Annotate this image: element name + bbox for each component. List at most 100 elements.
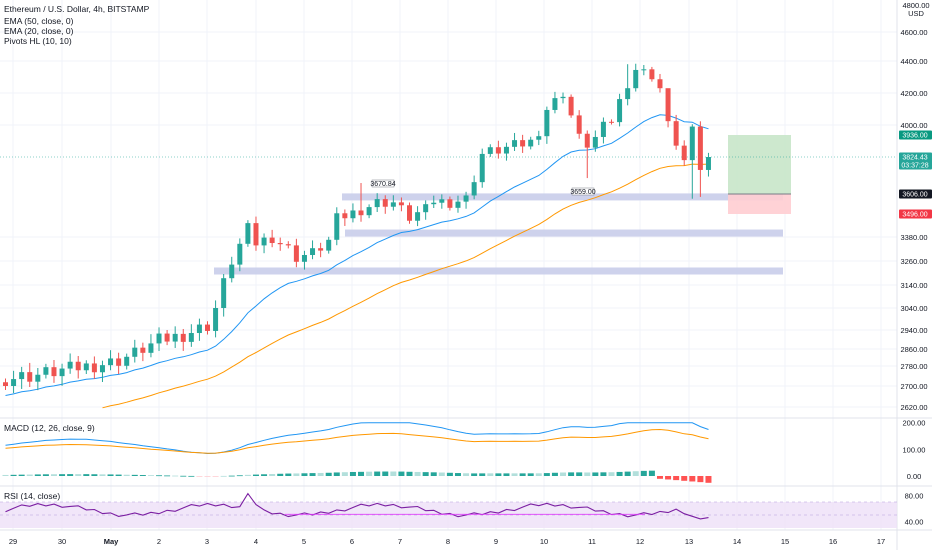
candle-up (552, 91, 558, 114)
candle-down (285, 241, 291, 249)
take-profit-badge-text: 3936.00 (902, 133, 927, 140)
candle-up (196, 318, 202, 341)
price-axis-tick: 3040.00 (900, 304, 927, 313)
macd-histogram-bar (115, 474, 122, 476)
candle-body (269, 237, 275, 243)
support-zone (342, 193, 783, 201)
macd-histogram-bar (341, 472, 348, 476)
macd-histogram-bar (584, 472, 591, 476)
long-position-tool[interactable] (0, 135, 897, 214)
pivot-label-text: 3659.00 (570, 189, 595, 196)
pivot-label-box (371, 179, 395, 188)
macd-histogram-bar (212, 476, 219, 477)
macd-histogram-bar (446, 472, 453, 476)
macd-histogram-bar (705, 476, 712, 483)
candle-up (431, 195, 437, 208)
candle-body (253, 223, 259, 246)
pivot-labels: 3670.84 3659.00 (370, 179, 596, 196)
candle-up (536, 130, 542, 146)
time-axis-label: 16 (829, 537, 837, 546)
symbol-title[interactable]: Ethereum / U.S. Dollar, 4h, BITSTAMP (4, 4, 150, 14)
candle-body (479, 153, 485, 183)
rsi-legend[interactable]: RSI (14, close) (4, 491, 61, 501)
candle-down (205, 321, 210, 335)
macd-histogram-bar (463, 473, 470, 476)
candle-down (180, 328, 186, 351)
candle-body (51, 367, 57, 377)
macd-histogram-bar (67, 474, 74, 476)
candle-down (342, 209, 348, 226)
candle-body (407, 205, 412, 221)
candle-down (91, 356, 97, 379)
candle-body (213, 308, 219, 331)
macd-histogram-bar (293, 473, 300, 476)
rsi-axis-tick: 80.00 (905, 492, 924, 501)
candle-up (229, 256, 235, 283)
candle-body (520, 140, 526, 147)
legend-pivots[interactable]: Pivots HL (10, 10) (4, 36, 72, 46)
candle-down (697, 121, 703, 197)
candle-down (116, 352, 122, 374)
candle-up (261, 233, 267, 254)
candle-body (600, 121, 606, 137)
candle-up (705, 152, 711, 177)
price-axis-tick: 2940.00 (900, 326, 927, 335)
candle-down (520, 134, 526, 153)
candle-up (326, 236, 332, 254)
time-axis-label: May (104, 537, 119, 546)
macd-histogram-bar (317, 472, 324, 476)
macd-histogram-bar (535, 473, 542, 476)
time-axis-label: 7 (398, 537, 402, 546)
pivot-label: 3659.00 (570, 187, 596, 196)
candles[interactable] (3, 63, 711, 394)
macd-histogram-bar (180, 475, 187, 477)
macd-histogram-bar (156, 475, 163, 477)
macd-histogram-bar (172, 475, 179, 477)
macd-histogram-bar (632, 471, 639, 476)
candle-down (657, 73, 663, 93)
macd-histogram-bar (358, 471, 365, 476)
candle-body (180, 333, 186, 342)
legend-ema-50[interactable]: EMA (50, close, 0) (4, 16, 74, 26)
candle-up (560, 92, 566, 104)
candle-down (407, 202, 412, 224)
candle-body (463, 195, 469, 202)
macd-histogram-bar (648, 470, 655, 476)
rsi-band (0, 502, 897, 528)
candle-up (374, 193, 380, 212)
macd-pane[interactable] (2, 422, 712, 483)
legend-ema-20[interactable]: EMA (20, close, 0) (4, 26, 74, 36)
candle-body (544, 109, 550, 137)
candle-up (172, 326, 178, 348)
candle-body (67, 361, 73, 369)
macd-axis-tick: 0.00 (907, 472, 922, 481)
macd-histogram-bar (50, 474, 57, 476)
candle-up (641, 65, 647, 76)
rsi-pane[interactable] (0, 492, 897, 528)
macd-histogram-bar (107, 474, 114, 476)
time-axis-label: 30 (58, 537, 66, 546)
time-axis[interactable]: 29 30 May 2 3 4 5 6 7 8 9 10 11 12 13 14 15 16 17 (9, 537, 885, 546)
candle-up (617, 93, 623, 127)
time-axis-label: 6 (350, 537, 354, 546)
candle-body (148, 343, 154, 353)
macd-legend[interactable]: MACD (12, 26, close, 9) (4, 423, 95, 433)
candle-body (156, 333, 162, 344)
time-axis-label: 14 (733, 537, 741, 546)
candle-down (3, 378, 8, 390)
candle-body (301, 255, 307, 262)
candle-up (544, 106, 550, 144)
candle-down (398, 197, 404, 212)
candle-up (43, 363, 49, 379)
candle-body (277, 243, 283, 245)
candle-down (649, 66, 655, 82)
macd-histogram-bar (236, 475, 243, 477)
candle-body (358, 210, 364, 216)
candle-body (350, 210, 356, 219)
macd-histogram-bar (75, 474, 82, 476)
macd-axis-tick: 100.00 (903, 445, 926, 454)
candle-body (673, 121, 679, 146)
